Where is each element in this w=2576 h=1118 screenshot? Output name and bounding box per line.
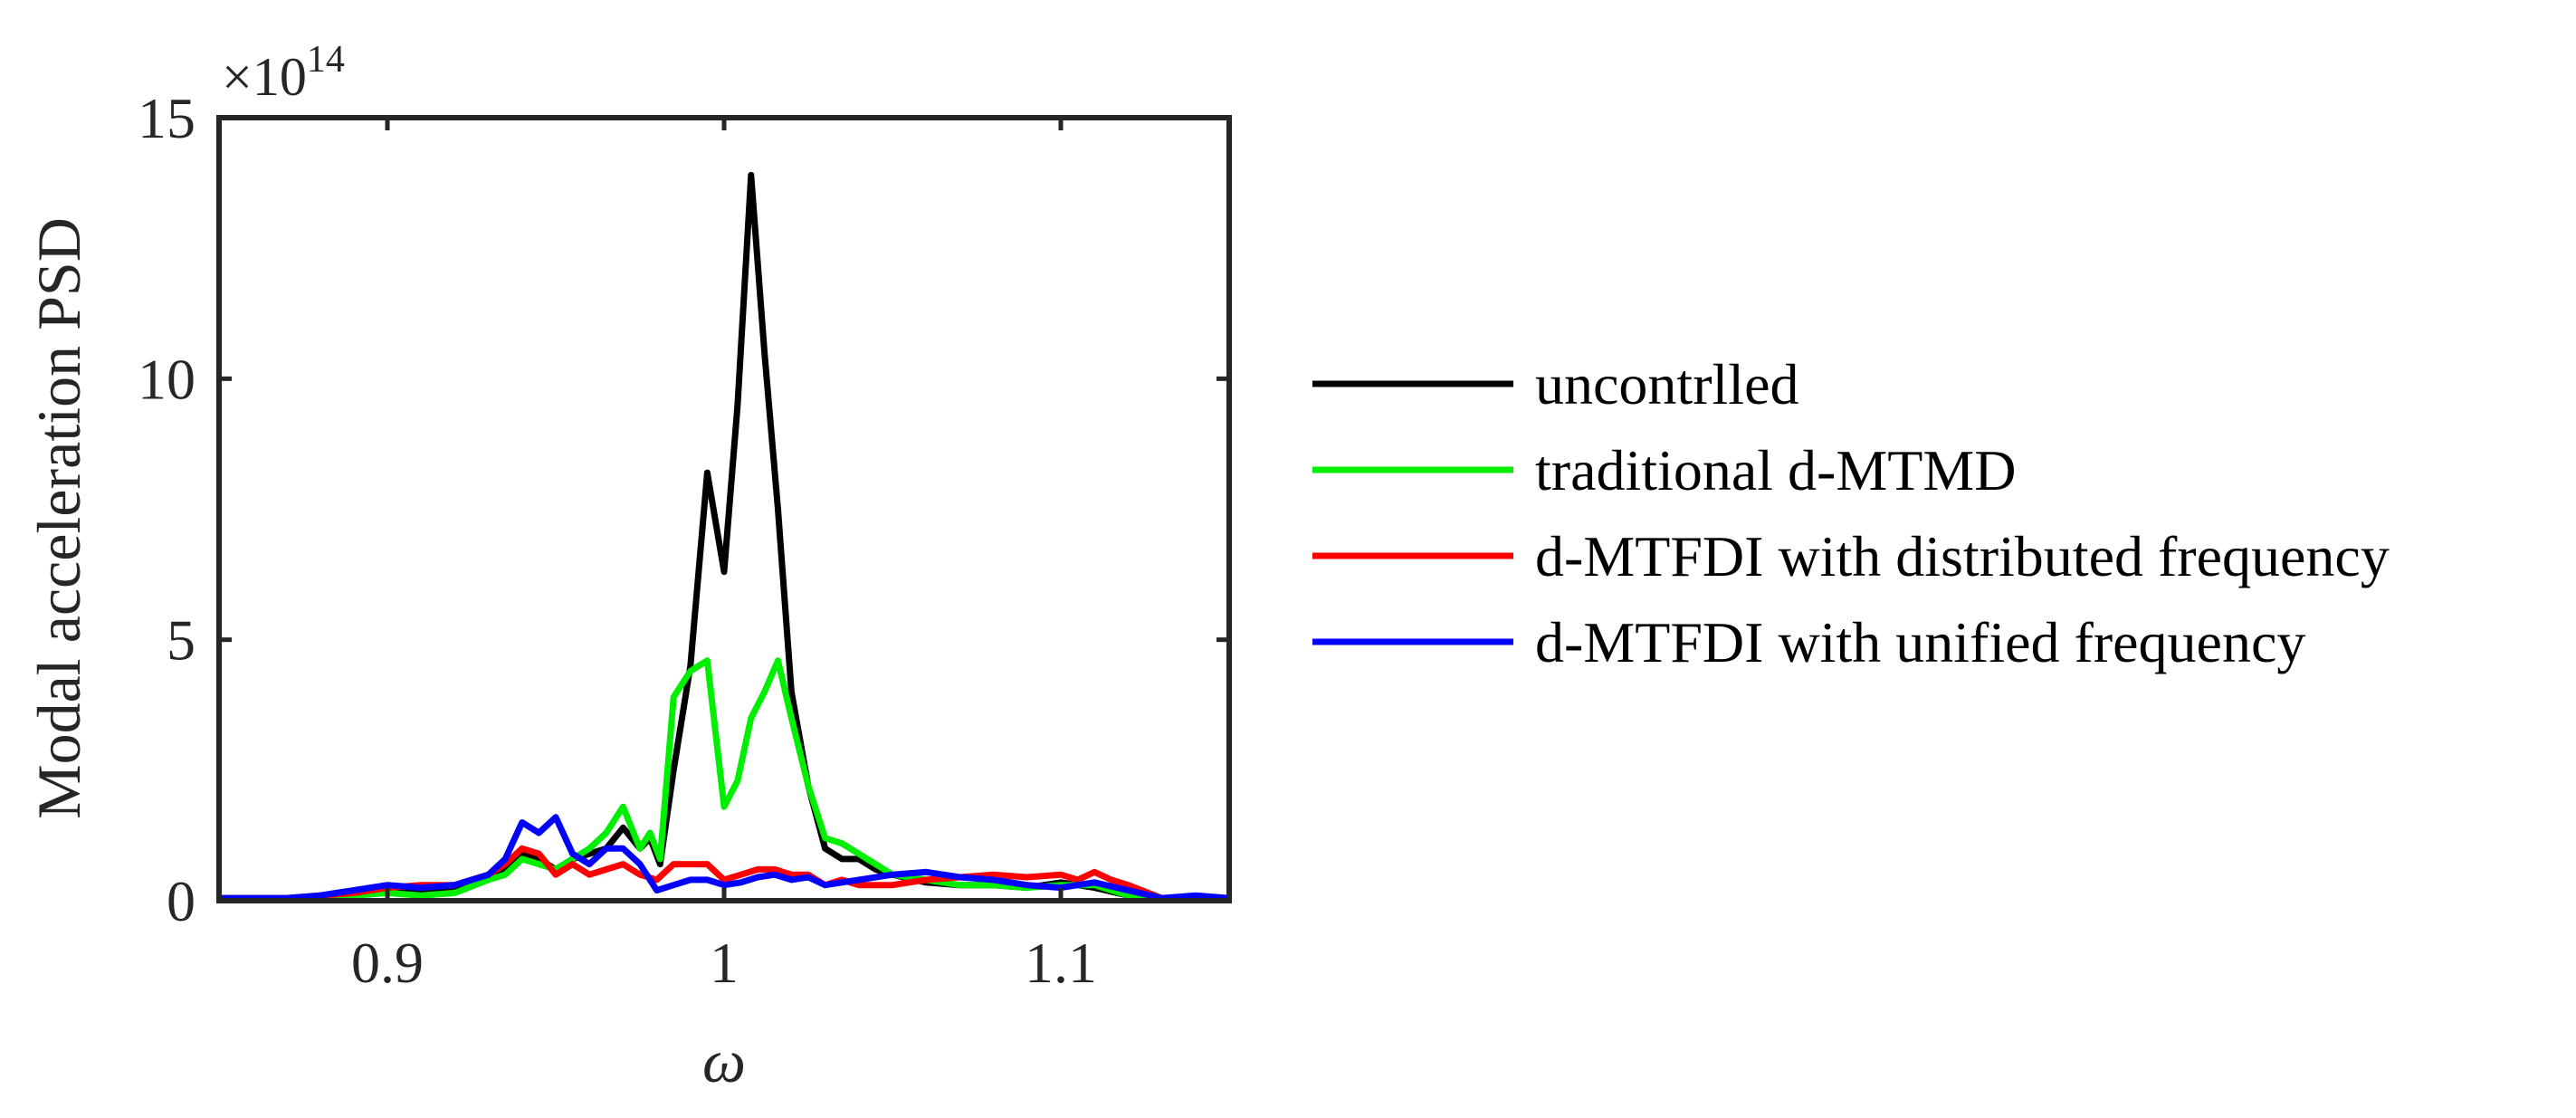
ticks-layer: 0.9 1 1.1 0 5 10 15: [138, 86, 1229, 995]
legend-item-2: traditional d-MTMD: [1312, 438, 2016, 502]
y-tick-label: 0: [167, 869, 196, 933]
legend-item-4: d-MTFDI with unified frequency: [1312, 610, 2305, 674]
series-line-4: [219, 814, 1229, 901]
legend-label: uncontrlled: [1535, 352, 1798, 416]
x-axis-label: ω: [702, 1027, 746, 1095]
y-exponent-power: 14: [307, 39, 345, 81]
y-tick-label: 15: [138, 86, 196, 150]
series-layer: [219, 171, 1229, 901]
series-line-2: [219, 657, 1229, 901]
legend-label: d-MTFDI with unified frequency: [1535, 610, 2305, 674]
y-tick-label: 5: [167, 608, 196, 673]
y-exponent-label: ×1014: [222, 39, 345, 107]
x-tick-label: 0.9: [351, 931, 424, 995]
legend-label: d-MTFDI with distributed frequency: [1535, 524, 2390, 588]
y-exponent-base: ×10: [222, 47, 307, 107]
legend: uncontrlled traditional d-MTMD d-MTFDI wit…: [1312, 352, 2390, 674]
legend-label: traditional d-MTMD: [1535, 438, 2016, 502]
x-tick-label: 1: [710, 931, 739, 995]
legend-item-3: d-MTFDI with distributed frequency: [1312, 524, 2390, 588]
legend-item-1: uncontrlled: [1312, 352, 1798, 416]
plot-area: 0.9 1 1.1 0 5 10 15: [138, 86, 1232, 995]
y-tick-label: 10: [138, 347, 196, 411]
y-axis-label: Modal acceleration PSD: [24, 217, 93, 819]
x-tick-label: 1.1: [1025, 931, 1097, 995]
